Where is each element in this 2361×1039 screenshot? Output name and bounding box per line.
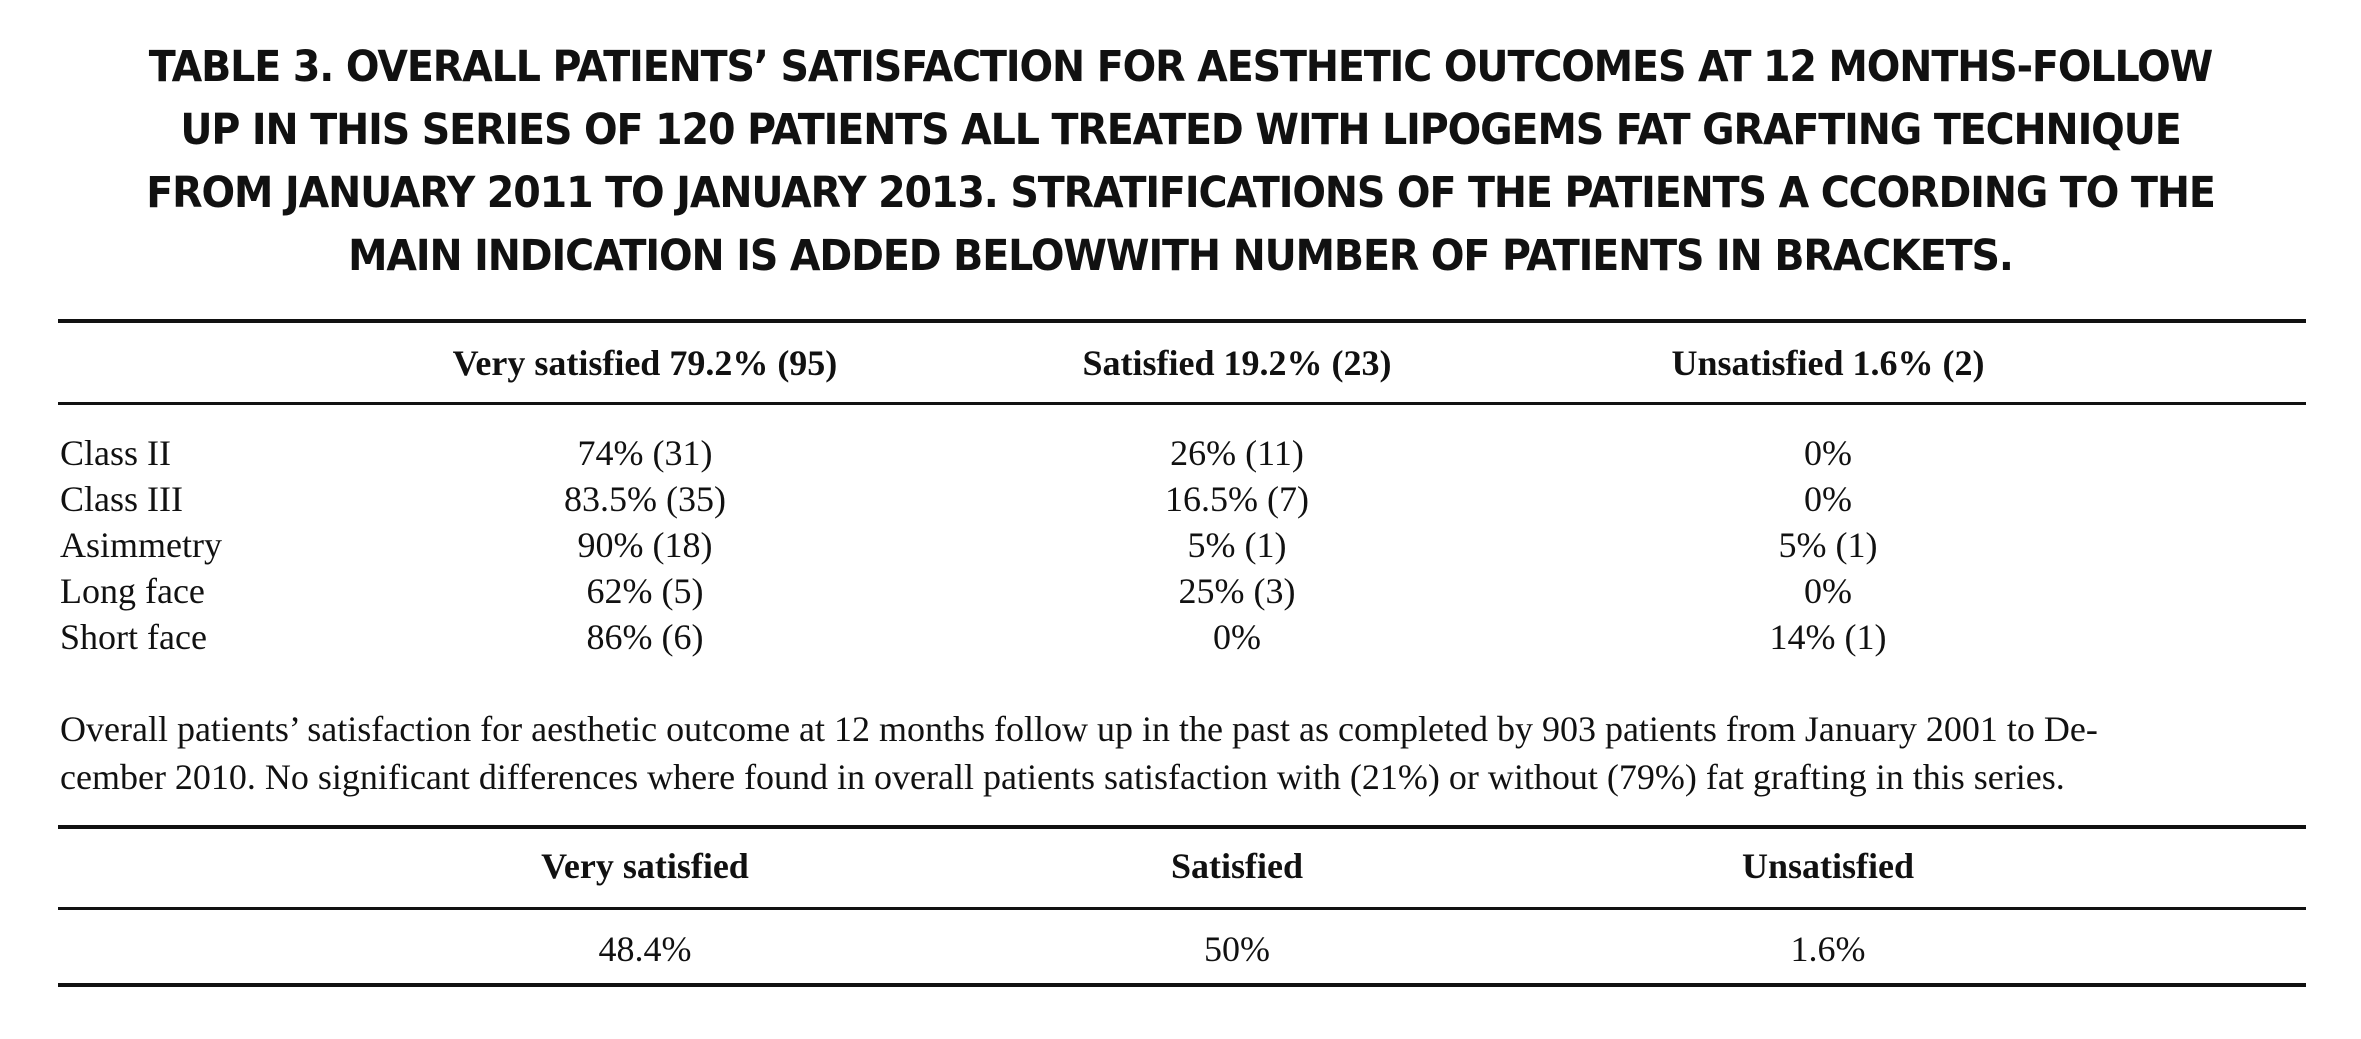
row-label: Long face — [60, 571, 205, 611]
cell-very-satisfied: 48.4% — [598, 929, 692, 969]
cell-satisfied: 25% (3) — [1178, 571, 1296, 611]
table2-top-rule — [58, 825, 2306, 829]
cell-unsatisfied: 1.6% — [1790, 929, 1866, 969]
cell-very-satisfied: 90% (18) — [577, 525, 713, 565]
cell-very-satisfied: 86% (6) — [586, 617, 704, 657]
table1-header-rule — [58, 402, 2306, 405]
title-line-4: MAIN INDICATION IS ADDED BELOWWITH NUMBE… — [348, 231, 2014, 281]
note-line-1: Overall patients’ satisfaction for aesth… — [60, 709, 2098, 749]
cell-unsatisfied: 0% — [1804, 479, 1852, 519]
table1-header-very-satisfied: Very satisfied 79.2% (95) — [452, 343, 838, 383]
table2-header-rule — [58, 907, 2306, 910]
title-line-3: FROM JANUARY 2011 TO JANUARY 2013. STRAT… — [146, 168, 2216, 218]
table-title: TABLE 3. OVERALL PATIENTS’ SATISFACTION … — [131, 36, 2230, 288]
table1-header-unsatisfied: Unsatisfied 1.6% (2) — [1671, 343, 1985, 383]
row-label: Class III — [60, 479, 183, 519]
cell-very-satisfied: 74% (31) — [577, 433, 713, 473]
title-line-1: TABLE 3. OVERALL PATIENTS’ SATISFACTION … — [148, 42, 2214, 92]
cell-unsatisfied: 5% (1) — [1778, 525, 1878, 565]
note-line-2: cember 2010. No significant differences … — [60, 757, 2065, 797]
cell-satisfied: 26% (11) — [1170, 433, 1304, 473]
table2-header-very-satisfied: Very satisfied — [541, 846, 749, 886]
cell-very-satisfied: 62% (5) — [586, 571, 704, 611]
table2-header-satisfied: Satisfied — [1170, 846, 1303, 886]
cell-very-satisfied: 83.5% (35) — [564, 479, 726, 519]
cell-unsatisfied: 0% — [1804, 433, 1852, 473]
cell-satisfied: 0% — [1213, 617, 1261, 657]
row-label: Short face — [60, 617, 207, 657]
cell-satisfied: 5% (1) — [1187, 525, 1287, 565]
table-note: Overall patients’ satisfaction for aesth… — [60, 705, 2306, 801]
cell-satisfied: 16.5% (7) — [1165, 479, 1309, 519]
table1-top-rule — [58, 319, 2306, 323]
title-line-2: UP IN THIS SERIES OF 120 PATIENTS ALL TR… — [180, 105, 2181, 155]
row-label: Asimmetry — [60, 525, 222, 565]
cell-satisfied: 50% — [1204, 929, 1270, 969]
table2-bottom-rule — [58, 983, 2306, 987]
cell-unsatisfied: 14% (1) — [1769, 617, 1887, 657]
table2-header-unsatisfied: Unsatisfied — [1741, 846, 1915, 886]
row-label: Class II — [60, 433, 171, 473]
table1-header-satisfied: Satisfied 19.2% (23) — [1082, 343, 1392, 383]
cell-unsatisfied: 0% — [1804, 571, 1852, 611]
